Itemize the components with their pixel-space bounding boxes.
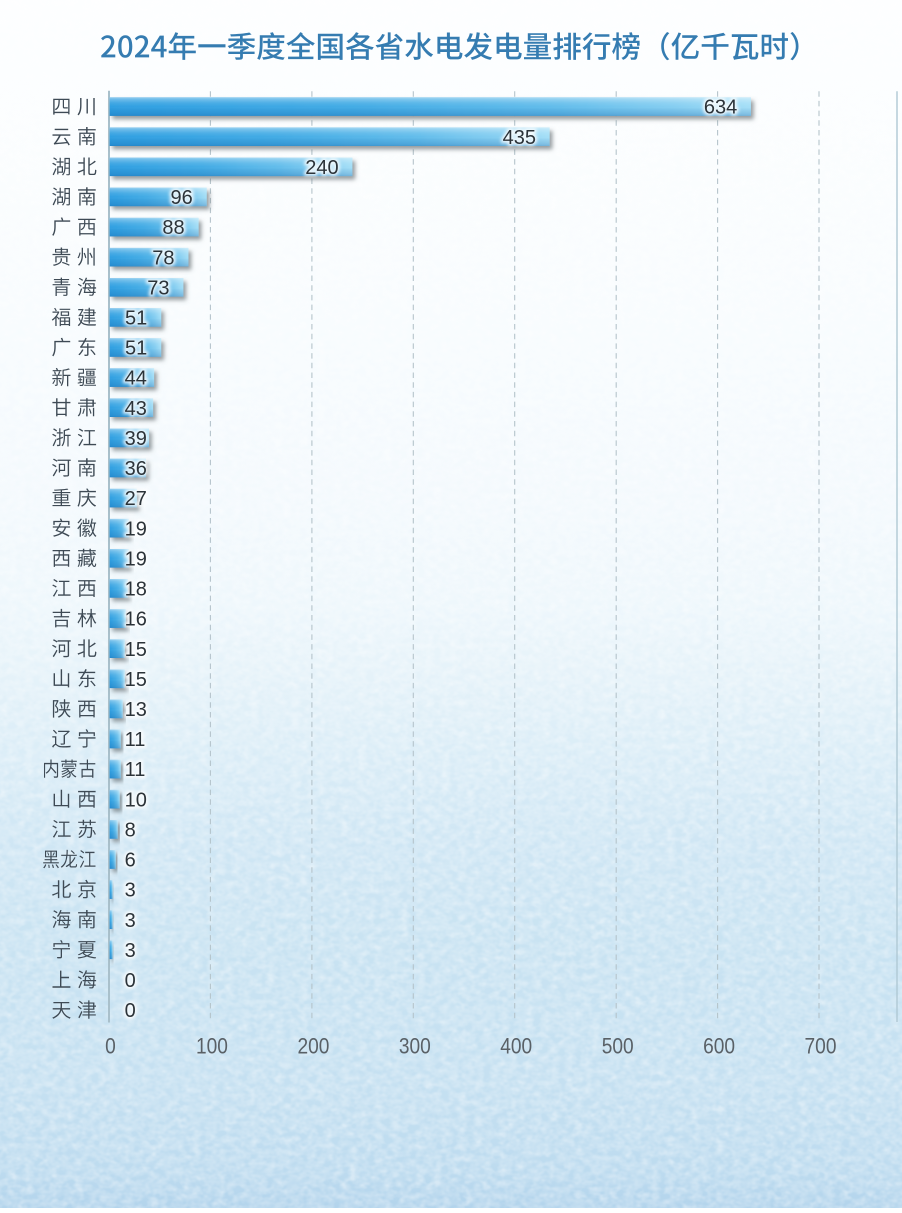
svg-text:43: 43 (125, 398, 147, 420)
svg-text:27: 27 (125, 488, 147, 510)
svg-text:44: 44 (125, 368, 147, 390)
svg-text:51: 51 (125, 308, 147, 330)
svg-text:16: 16 (125, 609, 147, 631)
svg-text:51: 51 (125, 338, 147, 360)
svg-text:15: 15 (125, 639, 147, 661)
svg-text:3: 3 (125, 940, 136, 962)
svg-text:500: 500 (602, 1034, 634, 1059)
svg-text:10: 10 (125, 789, 147, 811)
svg-text:78: 78 (152, 247, 174, 269)
svg-text:6: 6 (125, 850, 136, 872)
svg-text:18: 18 (125, 579, 147, 601)
svg-text:44: 44 (125, 368, 147, 390)
svg-text:200: 200 (297, 1034, 329, 1059)
svg-text:15: 15 (125, 669, 147, 691)
svg-text:634: 634 (704, 97, 737, 119)
svg-text:3: 3 (125, 940, 136, 962)
svg-text:27: 27 (125, 488, 147, 510)
svg-text:240: 240 (305, 157, 338, 179)
svg-text:435: 435 (503, 127, 536, 149)
svg-text:78: 78 (152, 247, 174, 269)
svg-text:36: 36 (125, 458, 147, 480)
svg-text:3: 3 (125, 910, 136, 932)
svg-text:19: 19 (125, 548, 147, 570)
svg-text:11: 11 (125, 729, 146, 751)
svg-text:19: 19 (125, 548, 147, 570)
svg-text:36: 36 (125, 458, 147, 480)
svg-text:8: 8 (125, 820, 136, 842)
svg-text:43: 43 (125, 398, 147, 420)
svg-text:15: 15 (125, 669, 147, 691)
svg-text:600: 600 (703, 1034, 735, 1059)
svg-text:39: 39 (125, 428, 147, 450)
svg-text:0: 0 (125, 970, 136, 992)
svg-text:16: 16 (125, 609, 147, 631)
svg-text:51: 51 (125, 338, 147, 360)
svg-text:0: 0 (125, 970, 136, 992)
svg-text:13: 13 (125, 699, 147, 721)
svg-text:51: 51 (125, 308, 147, 330)
svg-text:6: 6 (125, 850, 136, 872)
svg-text:100: 100 (196, 1034, 228, 1059)
svg-text:700: 700 (805, 1034, 837, 1059)
svg-text:11: 11 (125, 759, 146, 781)
svg-text:3: 3 (125, 880, 136, 902)
svg-text:19: 19 (125, 518, 147, 540)
svg-text:15: 15 (125, 639, 147, 661)
svg-text:11: 11 (125, 729, 146, 751)
svg-text:240: 240 (305, 157, 338, 179)
svg-text:18: 18 (125, 579, 147, 601)
svg-text:96: 96 (171, 187, 193, 209)
svg-text:400: 400 (500, 1034, 532, 1059)
svg-text:96: 96 (171, 187, 193, 209)
svg-text:435: 435 (503, 127, 536, 149)
svg-text:88: 88 (162, 217, 184, 239)
svg-text:0: 0 (105, 1034, 116, 1059)
svg-text:300: 300 (399, 1034, 431, 1059)
svg-text:19: 19 (125, 518, 147, 540)
svg-text:3: 3 (125, 880, 136, 902)
svg-text:73: 73 (147, 277, 169, 299)
svg-text:39: 39 (125, 428, 147, 450)
svg-text:10: 10 (125, 789, 147, 811)
svg-text:88: 88 (162, 217, 184, 239)
svg-text:73: 73 (147, 277, 169, 299)
svg-text:8: 8 (125, 820, 136, 842)
svg-text:0: 0 (125, 1000, 136, 1022)
svg-text:13: 13 (125, 699, 147, 721)
svg-text:634: 634 (704, 97, 737, 119)
svg-text:0: 0 (125, 1000, 136, 1022)
svg-text:3: 3 (125, 910, 136, 932)
svg-text:11: 11 (125, 759, 146, 781)
